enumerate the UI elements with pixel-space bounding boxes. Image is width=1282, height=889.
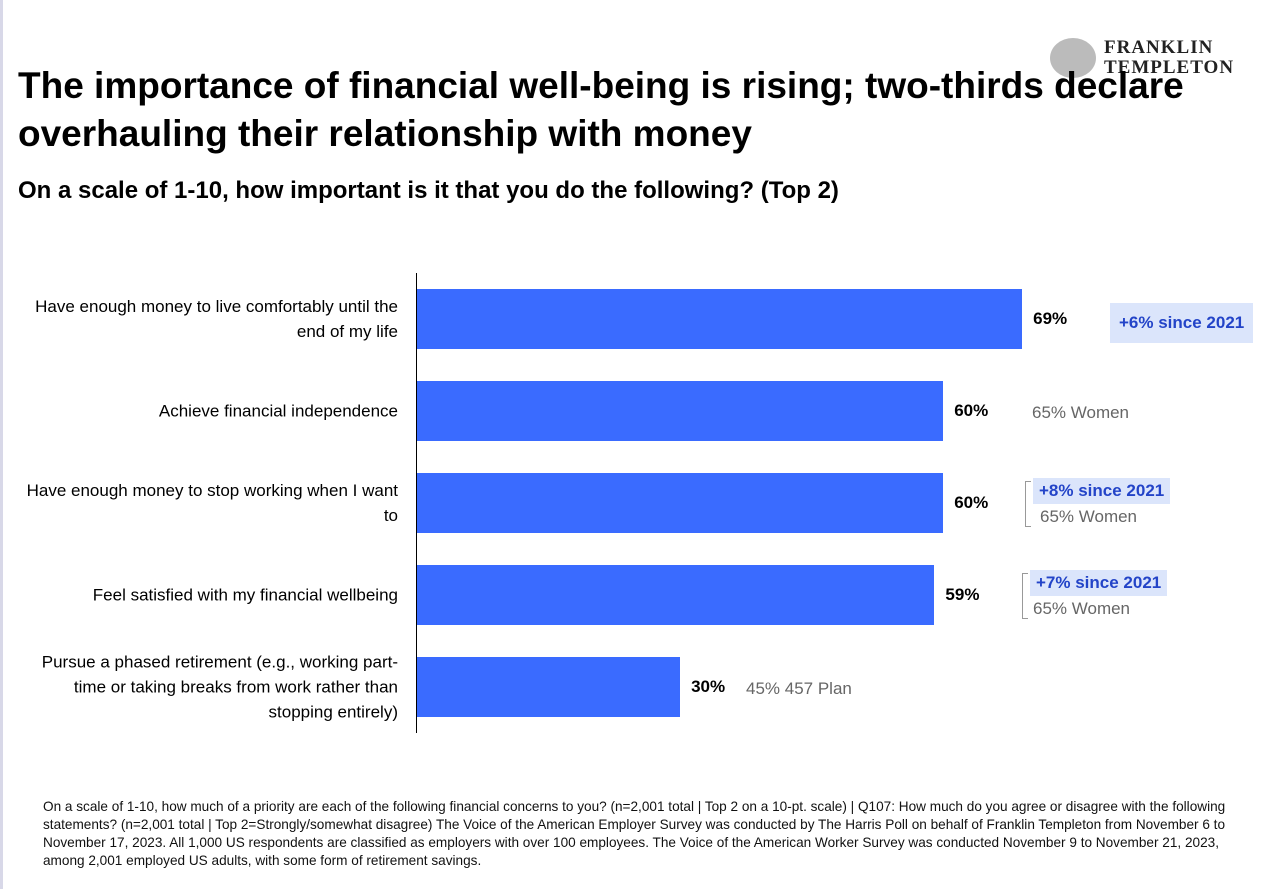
bar [417,657,681,717]
bracket [1022,573,1028,619]
category-label: Feel satisfied with my financial wellbei… [92,585,398,605]
edge [0,0,3,889]
logo: FRANKLIN TEMPLETON [1104,37,1235,78]
bar [417,565,935,625]
note: 65% Women [1033,599,1131,618]
logo-icon [1050,38,1096,78]
note: 65% Women [1032,403,1130,422]
axis-line [416,273,417,733]
value-label: 69% [1033,309,1068,328]
note: 45% 457 Plan [746,679,852,698]
category-label: Pursue a phased retirement (e.g., workin… [41,652,398,722]
category-label: Have enough money to stop working when I… [26,481,398,525]
footnote: On a scale of 1-10, how much of a priori… [43,799,1226,868]
highlight: +6% since 2021 [1110,303,1254,343]
value-label: 30% [691,677,726,696]
category-label: Have enough money to live comfortably un… [35,297,398,341]
bar [417,289,1023,349]
note: 65% Women [1040,507,1138,526]
value-label: 59% [945,585,980,604]
value-label: 60% [954,401,989,420]
category-label: Achieve financial independence [158,401,398,421]
chart-title: The importance of financial well-being i… [18,65,1184,154]
highlight: +8% since 2021 [1033,478,1171,504]
bar [417,381,944,441]
bar [417,473,944,533]
value-label: 60% [954,493,989,512]
chart-subtitle: On a scale of 1-10, how important is it … [18,177,839,204]
bracket [1025,481,1031,527]
highlight: +7% since 2021 [1030,570,1168,596]
